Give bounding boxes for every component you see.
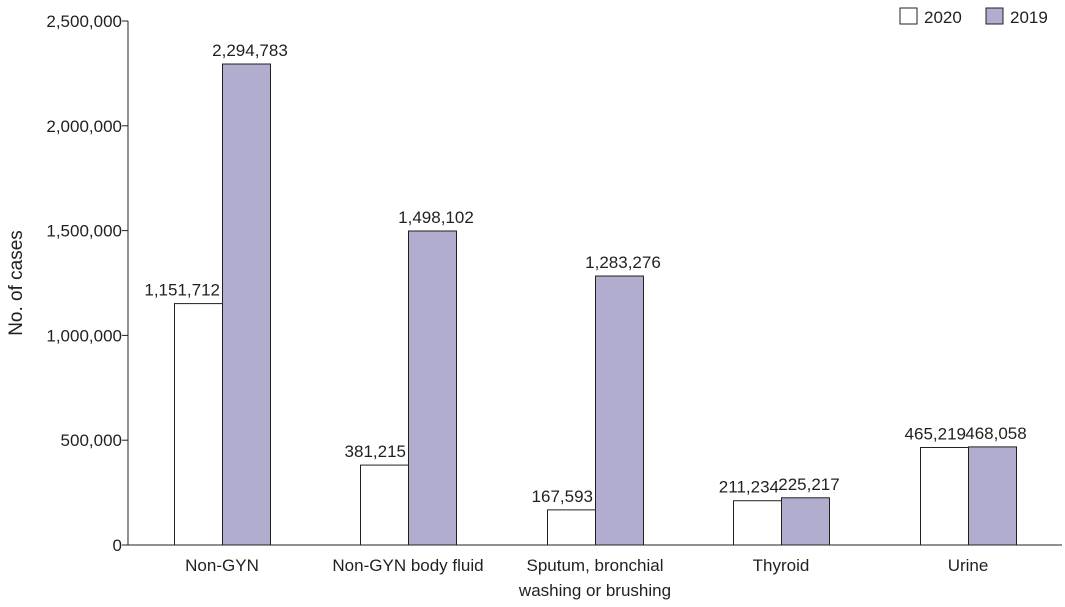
- y-tick-label: 0: [113, 536, 122, 555]
- category-label-2: washing or brushing: [518, 581, 671, 600]
- legend-label-2019: 2019: [1010, 8, 1048, 27]
- category-label-1: Non-GYN body fluid: [332, 556, 483, 575]
- data-label-2020-3: 211,234: [719, 478, 779, 497]
- data-labels: 1,151,712 381,215 167,593 211,234 465,219 2,2…: [144, 41, 1026, 506]
- data-label-2019-4: 468,058: [965, 424, 1026, 443]
- bar-2019-1: [408, 230, 457, 546]
- y-axis: 0 500,000 1,000,000 1,500,000 2,000,000 2,500…: [46, 12, 129, 555]
- data-label-2020-2: 167,593: [532, 487, 593, 506]
- legend-label-2020: 2020: [924, 8, 962, 27]
- bar-2019-0: [222, 63, 271, 546]
- data-label-2019-1: 1,498,102: [398, 208, 474, 227]
- category-labels: Non-GYN Non-GYN body fluid Sputum, bronchi…: [185, 556, 988, 600]
- data-label-2019-0: 2,294,783: [212, 41, 288, 60]
- legend-swatch-2019: [985, 7, 1004, 25]
- bar-2020-3: [733, 500, 782, 546]
- legend: 2020 2019: [899, 7, 1048, 27]
- category-label-4: Urine: [948, 556, 989, 575]
- data-label-2020-4: 465,219: [905, 424, 966, 443]
- y-axis-title: No. of cases: [6, 230, 27, 336]
- data-label-2019-3: 225,217: [778, 475, 839, 494]
- category-label-3: Thyroid: [753, 556, 810, 575]
- data-label-2019-2: 1,283,276: [585, 253, 661, 272]
- data-label-2020-0: 1,151,712: [144, 281, 220, 300]
- bars: [174, 63, 1017, 546]
- y-tick-label: 2,500,000: [46, 12, 122, 31]
- bar-2019-3: [781, 497, 830, 546]
- bar-2019-2: [595, 275, 644, 546]
- bar-2020-1: [360, 464, 409, 546]
- category-label-0: Non-GYN: [185, 556, 259, 575]
- y-tick-label: 1,500,000: [46, 222, 122, 241]
- bar-2020-2: [547, 509, 596, 546]
- data-label-2020-1: 381,215: [345, 442, 406, 461]
- y-tick-label: 500,000: [61, 431, 122, 450]
- y-tick-label: 2,000,000: [46, 117, 122, 136]
- bar-2020-0: [174, 303, 223, 546]
- legend-swatch-2020: [899, 7, 918, 25]
- category-label-2: Sputum, bronchial: [526, 556, 663, 575]
- y-tick-label: 1,000,000: [46, 326, 122, 345]
- bar-2019-4: [968, 446, 1017, 546]
- bar-2020-4: [920, 446, 969, 546]
